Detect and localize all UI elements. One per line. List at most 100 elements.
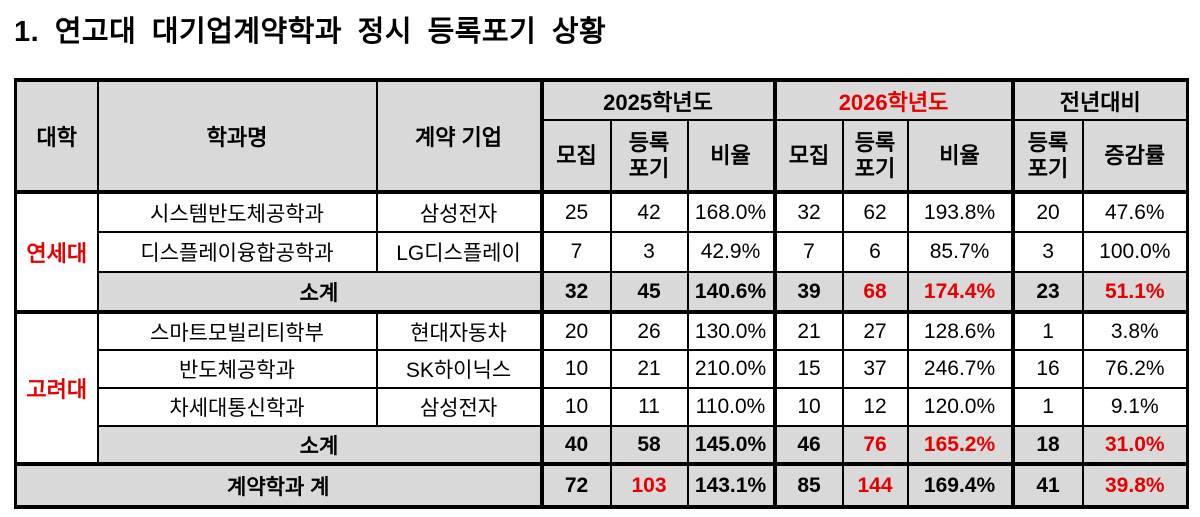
subtotal-label: 소계 (96, 425, 543, 466)
value-cell: 76.2% (1081, 349, 1189, 389)
value-cell: 15 (772, 349, 844, 389)
company-cell: LG디스플레이 (375, 231, 543, 273)
value-cell: 68 (841, 271, 909, 314)
value-cell: 37 (841, 349, 909, 389)
subtotal-row: 소계 32 45 140.6% 39 68 174.4% 23 51.1% (16, 271, 1189, 314)
header-year-2025: 2025학년도 (539, 78, 776, 121)
value-cell: 16 (1010, 349, 1084, 389)
value-cell: 45 (609, 271, 689, 314)
value-cell: 41 (1010, 462, 1084, 509)
value-cell: 85 (772, 462, 844, 509)
subheader-withdraw-2025: 등록 포기 (609, 119, 689, 194)
value-cell: 12 (841, 387, 909, 427)
page-title: 1. 연고대 대기업계약학과 정시 등록포기 상황 (14, 16, 607, 48)
header-university: 대학 (14, 78, 99, 194)
value-cell: 128.6% (906, 311, 1014, 351)
table-row: 고려대 스마트모빌리티학부 현대자동차 20 26 130.0% 21 27 1… (14, 311, 1189, 466)
value-cell: 23 (1010, 271, 1084, 314)
value-cell: 6 (841, 231, 909, 273)
value-cell: 140.6% (686, 271, 776, 314)
department-cell: 스마트모빌리티학부 (96, 311, 378, 351)
total-row: 계약학과 계 72 103 143.1% 85 144 169.4% 41 39… (14, 462, 1189, 509)
value-cell: 27 (841, 311, 909, 351)
value-cell: 9.1% (1081, 387, 1189, 427)
subheader-ratio-2026: 비율 (906, 119, 1014, 194)
value-cell: 31.0% (1081, 425, 1189, 466)
header-yoy: 전년대비 (1010, 78, 1189, 121)
value-cell: 165.2% (906, 425, 1014, 466)
subheader-ratio-2025: 비율 (686, 119, 776, 194)
value-cell: 40 (539, 425, 612, 466)
header-company: 계약 기업 (375, 78, 543, 194)
value-cell: 110.0% (686, 387, 776, 427)
value-cell: 1 (1010, 387, 1084, 427)
value-cell: 3 (609, 231, 689, 273)
subtotal-label: 소계 (96, 271, 543, 314)
value-cell: 39.8% (1081, 462, 1189, 509)
value-cell: 120.0% (906, 387, 1014, 427)
value-cell: 168.0% (686, 191, 776, 233)
value-cell: 72 (539, 462, 612, 509)
company-cell: 삼성전자 (375, 191, 543, 233)
table-row: 반도체공학과 SK하이닉스 10 21 210.0% 15 37 246.7% … (16, 349, 1189, 389)
value-cell: 3 (1010, 231, 1084, 273)
subheader-change-rate: 증감률 (1081, 119, 1189, 194)
value-cell: 20 (1010, 191, 1084, 233)
value-cell: 21 (609, 349, 689, 389)
value-cell: 193.8% (906, 191, 1014, 233)
value-cell: 76 (841, 425, 909, 466)
table-row: 연세대 시스템반도체공학과 삼성전자 25 42 168.0% 32 62 19… (14, 191, 1189, 314)
value-cell: 51.1% (1081, 271, 1189, 314)
value-cell: 3.8% (1081, 311, 1189, 351)
table-row: 차세대통신학과 삼성전자 10 11 110.0% 10 12 120.0% 1… (16, 387, 1189, 427)
value-cell: 62 (841, 191, 909, 233)
department-cell: 차세대통신학과 (96, 387, 378, 427)
value-cell: 10 (772, 387, 844, 427)
subheader-recruit-2025: 모집 (539, 119, 612, 194)
company-cell: 삼성전자 (375, 387, 543, 427)
department-cell: 시스템반도체공학과 (96, 191, 378, 233)
value-cell: 42 (609, 191, 689, 233)
total-label: 계약학과 계 (14, 462, 543, 509)
value-cell: 143.1% (686, 462, 776, 509)
value-cell: 47.6% (1081, 191, 1189, 233)
table-row: 디스플레이융합공학과 LG디스플레이 7 3 42.9% 7 6 85.7% 3… (16, 231, 1189, 273)
value-cell: 246.7% (906, 349, 1014, 389)
department-cell: 디스플레이융합공학과 (96, 231, 378, 273)
subtotal-row: 소계 40 58 145.0% 46 76 165.2% 18 31.0% (16, 425, 1189, 466)
value-cell: 46 (772, 425, 844, 466)
value-cell: 32 (772, 191, 844, 233)
header-row-groups: 대학 학과명 계약 기업 2025학년도 2026학년도 전년대비 (14, 78, 1189, 194)
value-cell: 10 (539, 387, 612, 427)
registration-table: 대학 학과명 계약 기업 2025학년도 2026학년도 전년대비 모집 등록 … (14, 78, 1190, 509)
header-row-sub: 모집 등록 포기 비율 모집 등록 포기 비율 등록 포기 증감률 (16, 119, 1189, 194)
value-cell: 100.0% (1081, 231, 1189, 273)
value-cell: 1 (1010, 311, 1084, 351)
value-cell: 85.7% (906, 231, 1014, 273)
value-cell: 130.0% (686, 311, 776, 351)
department-cell: 반도체공학과 (96, 349, 378, 389)
value-cell: 20 (539, 311, 612, 351)
subheader-recruit-2026: 모집 (772, 119, 844, 194)
value-cell: 7 (539, 231, 612, 273)
university-cell: 연세대 (14, 191, 99, 314)
value-cell: 58 (609, 425, 689, 466)
value-cell: 169.4% (906, 462, 1014, 509)
header-department: 학과명 (96, 78, 378, 194)
value-cell: 144 (841, 462, 909, 509)
subheader-withdraw-yoy: 등록 포기 (1010, 119, 1084, 194)
value-cell: 7 (772, 231, 844, 273)
header-year-2026: 2026학년도 (772, 78, 1014, 121)
value-cell: 11 (609, 387, 689, 427)
value-cell: 103 (609, 462, 689, 509)
company-cell: 현대자동차 (375, 311, 543, 351)
university-cell: 고려대 (14, 311, 99, 466)
value-cell: 32 (539, 271, 612, 314)
value-cell: 174.4% (906, 271, 1014, 314)
value-cell: 39 (772, 271, 844, 314)
value-cell: 210.0% (686, 349, 776, 389)
value-cell: 25 (539, 191, 612, 233)
value-cell: 18 (1010, 425, 1084, 466)
value-cell: 10 (539, 349, 612, 389)
